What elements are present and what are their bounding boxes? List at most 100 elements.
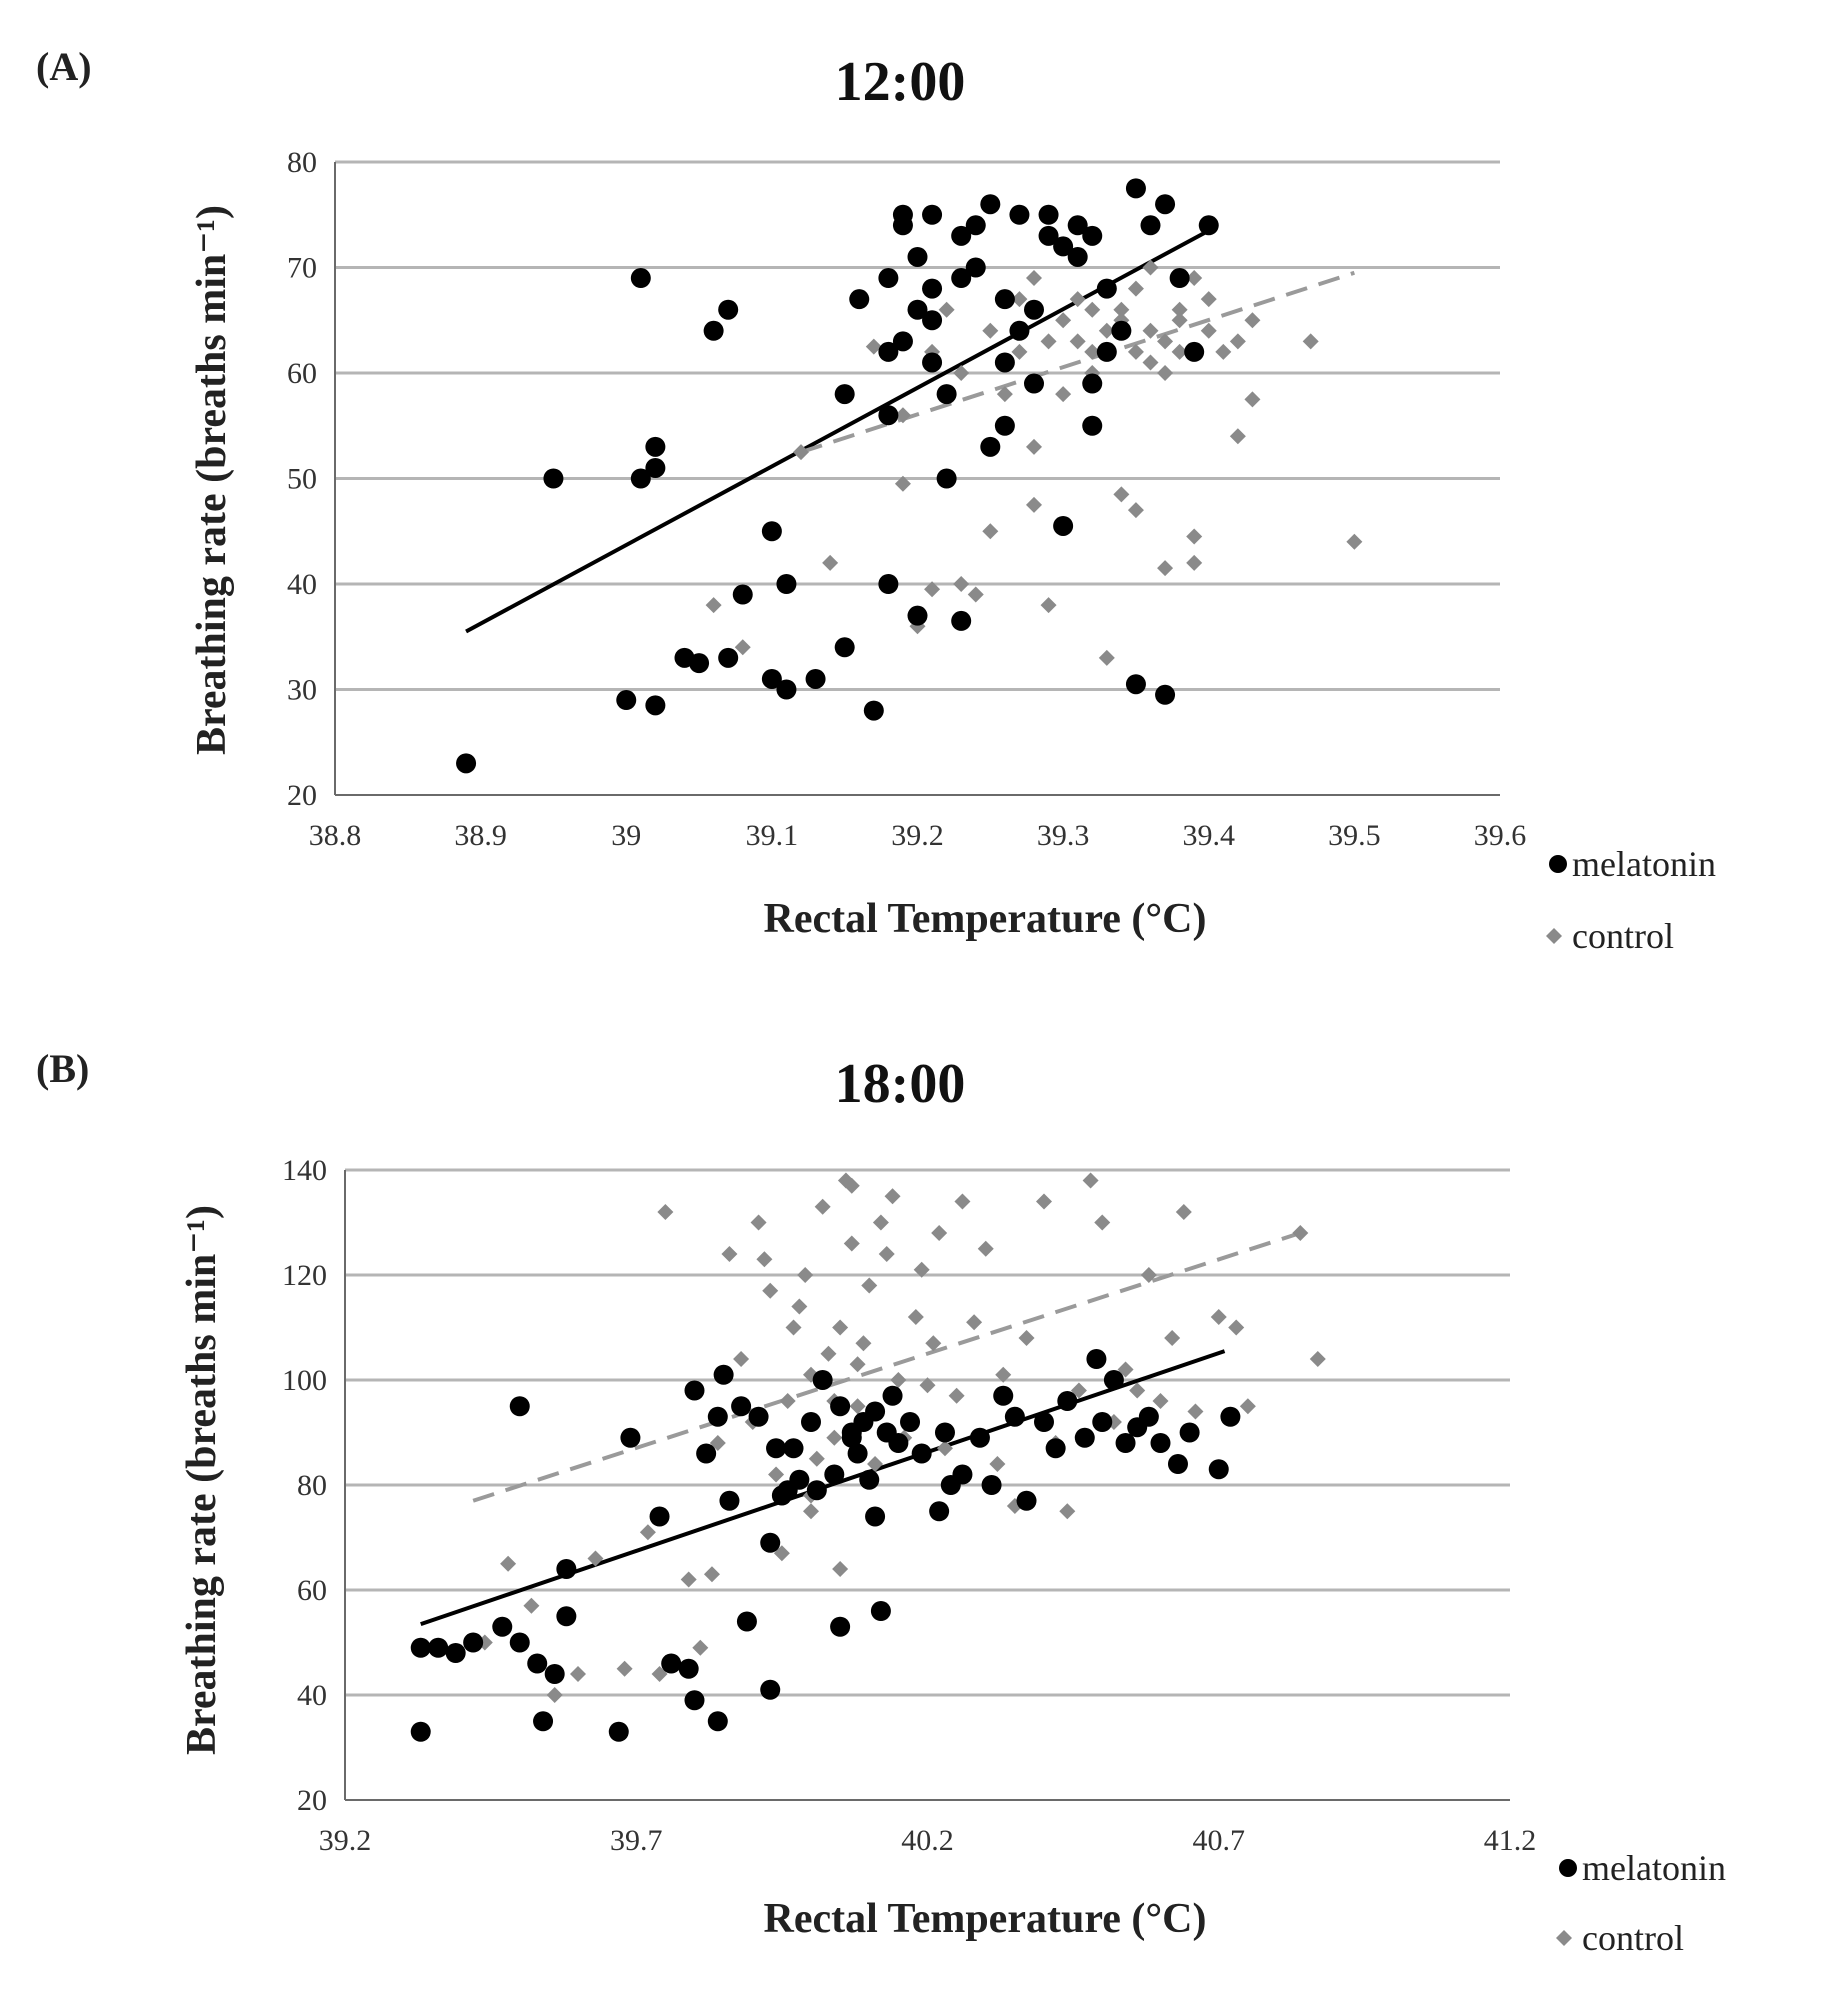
- melatonin-point: [678, 1658, 699, 1679]
- control-point: [793, 444, 809, 461]
- panel-a-legend: melatonin control: [1546, 844, 1716, 956]
- control-point: [996, 386, 1013, 403]
- control-point: [1059, 1503, 1076, 1520]
- control-point: [721, 1246, 738, 1262]
- melatonin-point: [1045, 1438, 1066, 1459]
- control-point: [1127, 343, 1144, 360]
- melatonin-point: [834, 384, 855, 405]
- control-point: [1070, 1382, 1087, 1399]
- melatonin-point: [1167, 1454, 1188, 1474]
- control-point: [1084, 301, 1101, 318]
- melatonin-point: [994, 415, 1015, 436]
- melatonin-point: [620, 1427, 641, 1448]
- y-tick-label: 50: [287, 463, 317, 496]
- x-tick-label: 39.4: [1183, 819, 1236, 852]
- melatonin-point: [760, 1532, 781, 1553]
- control-point: [1129, 1382, 1146, 1399]
- control-point: [1239, 1398, 1256, 1415]
- control-point: [890, 1372, 907, 1388]
- y-tick-label: 40: [297, 1679, 327, 1712]
- control-point: [1157, 333, 1174, 350]
- melatonin-point: [1096, 278, 1117, 299]
- melatonin-point: [543, 468, 564, 489]
- melatonin-point: [900, 1412, 921, 1432]
- melatonin-point: [892, 331, 913, 352]
- control-point: [1171, 343, 1188, 360]
- panel-b-legend-control-marker: [1556, 1930, 1572, 1946]
- melatonin-point: [834, 637, 855, 658]
- melatonin-point: [544, 1664, 565, 1684]
- control-point: [948, 1387, 965, 1404]
- melatonin-point: [707, 1711, 728, 1732]
- melatonin-point: [761, 668, 782, 689]
- control-point: [692, 1639, 709, 1656]
- melatonin-point: [936, 384, 957, 405]
- control-point: [768, 1466, 785, 1483]
- melatonin-point: [1115, 1433, 1136, 1453]
- melatonin-point: [951, 268, 972, 289]
- melatonin-point: [1179, 1422, 1200, 1443]
- control-point: [791, 1298, 808, 1315]
- melatonin-point: [428, 1637, 449, 1658]
- control-point: [843, 1177, 860, 1194]
- control-point: [924, 581, 941, 598]
- control-point: [1127, 280, 1144, 297]
- melatonin-point: [760, 1679, 781, 1700]
- melatonin-point: [1125, 178, 1146, 199]
- melatonin-point: [776, 574, 797, 594]
- melatonin-point: [1016, 1490, 1037, 1511]
- panel-a-points: [456, 178, 1363, 774]
- control-point: [1117, 1361, 1134, 1378]
- control-point: [709, 1435, 726, 1451]
- melatonin-point: [719, 1490, 740, 1511]
- control-point: [705, 597, 722, 614]
- control-point: [1346, 533, 1363, 550]
- melatonin-point: [703, 320, 724, 341]
- x-tick-label: 39.1: [746, 819, 799, 852]
- control-point: [1200, 291, 1217, 308]
- melatonin-point: [907, 605, 928, 626]
- control-point: [832, 1319, 849, 1336]
- control-point: [1164, 1330, 1181, 1346]
- y-tick-label: 60: [287, 357, 317, 390]
- melatonin-point: [645, 457, 666, 478]
- melatonin-point: [892, 215, 913, 236]
- melatonin-point: [645, 695, 666, 716]
- melatonin-point: [748, 1406, 769, 1427]
- melatonin-point: [830, 1616, 851, 1637]
- melatonin-point: [878, 574, 899, 594]
- control-point: [1026, 270, 1042, 287]
- melatonin-point: [1057, 1391, 1078, 1411]
- panel-a-gridlines: [335, 160, 1500, 691]
- control-point: [1229, 333, 1246, 350]
- control-point: [894, 475, 911, 492]
- control-point: [822, 554, 839, 571]
- melatonin-point: [830, 1396, 851, 1417]
- melatonin-point: [870, 1601, 891, 1621]
- y-tick-label: 70: [287, 252, 317, 285]
- panel-b-legend: melatonin control: [1556, 1848, 1726, 1958]
- melatonin-point: [445, 1643, 466, 1663]
- x-tick-label: 40.2: [901, 1824, 954, 1857]
- control-point: [616, 1660, 633, 1677]
- panel-b-points: [410, 1172, 1326, 1742]
- control-point: [814, 1198, 831, 1215]
- melatonin-point: [969, 1427, 990, 1448]
- x-tick-label: 39.6: [1474, 819, 1527, 852]
- melatonin-point: [965, 215, 986, 236]
- control-point: [1026, 438, 1042, 455]
- panel-a-title: 12:00: [835, 51, 966, 113]
- control-point: [1210, 1309, 1227, 1325]
- control-point: [1113, 301, 1130, 318]
- control-point: [931, 1225, 948, 1241]
- control-point: [1244, 391, 1261, 408]
- panel-a-legend-control: control: [1572, 916, 1674, 956]
- control-point: [1040, 597, 1057, 614]
- y-tick-label: 80: [287, 146, 317, 179]
- control-point: [953, 576, 970, 592]
- panel-b-gridlines: [345, 1168, 1510, 1697]
- control-point: [861, 1277, 878, 1294]
- melatonin-point: [1082, 373, 1103, 394]
- control-point: [1084, 343, 1101, 360]
- melatonin-point: [718, 647, 739, 668]
